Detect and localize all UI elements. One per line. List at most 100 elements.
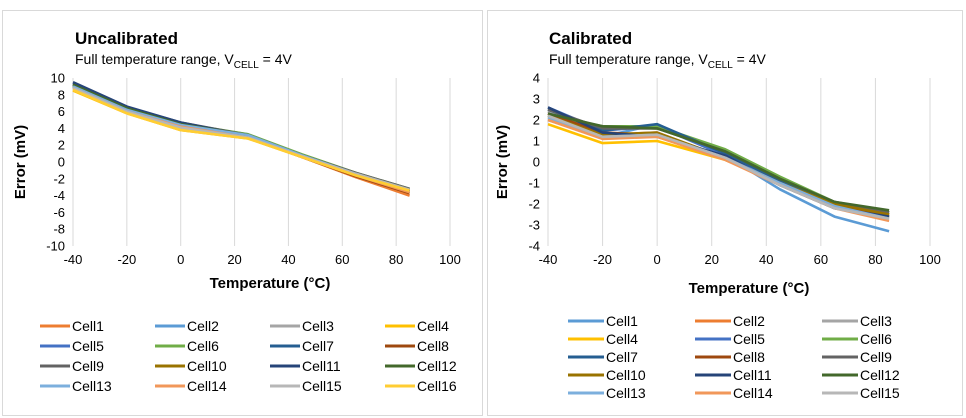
legend-item-cell11: Cell11 (270, 358, 341, 374)
legend-item-cell3: Cell3 (270, 318, 334, 334)
legend-label: Cell14 (187, 378, 227, 394)
chart-subtitle: Full temperature range, VCELL = 4V (549, 51, 767, 71)
legend-label: Cell8 (417, 338, 449, 354)
legend-label: Cell7 (606, 349, 638, 365)
legend-item-cell8: Cell8 (695, 349, 765, 365)
series-line-cell12 (547, 112, 890, 212)
legend-item-cell3: Cell3 (822, 313, 892, 329)
x-tick-label: 40 (759, 252, 773, 267)
legend-item-cell15: Cell15 (822, 385, 900, 401)
y-axis-label: Error (mV) (12, 125, 29, 199)
y-tick-label: -2 (528, 197, 540, 212)
legend-label: Cell15 (302, 378, 342, 394)
subtitle-suffix: = 4V (733, 51, 767, 67)
x-tick-label: 0 (654, 252, 661, 267)
legend-label: Cell11 (302, 358, 341, 374)
legend-label: Cell2 (187, 318, 219, 334)
legend-label: Cell1 (606, 313, 638, 329)
subtitle-suffix: = 4V (259, 51, 293, 67)
y-tick-label: -4 (53, 188, 65, 203)
x-tick-label: 80 (389, 252, 403, 267)
subtitle-prefix: Full temperature range, V (75, 51, 234, 67)
legend-item-cell9: Cell9 (822, 349, 892, 365)
legend-item-cell10: Cell10 (568, 367, 646, 383)
legend-label: Cell12 (417, 358, 457, 374)
legend-label: Cell8 (733, 349, 765, 365)
x-tick-label: 20 (227, 252, 241, 267)
legend-label: Cell1 (72, 318, 104, 334)
legend-item-cell6: Cell6 (155, 338, 219, 354)
legend-item-cell11: Cell11 (695, 367, 772, 383)
legend-label: Cell14 (733, 385, 773, 401)
legend-item-cell13: Cell13 (568, 385, 646, 401)
legend-item-cell6: Cell6 (822, 331, 892, 347)
legend-label: Cell5 (733, 331, 765, 347)
legend-label: Cell13 (72, 378, 112, 394)
subtitle-prefix: Full temperature range, V (549, 51, 708, 67)
legend-item-cell14: Cell14 (155, 378, 227, 394)
legend-item-cell16: Cell16 (385, 378, 457, 394)
y-tick-label: 8 (58, 87, 65, 102)
legend-label: Cell9 (860, 349, 892, 365)
x-tick-label: 20 (704, 252, 718, 267)
legend-label: Cell15 (860, 385, 900, 401)
legend-label: Cell3 (860, 313, 892, 329)
legend-label: Cell4 (417, 318, 449, 334)
x-tick-label: -40 (539, 252, 558, 267)
legend-label: Cell10 (606, 367, 646, 383)
legend-item-cell7: Cell7 (270, 338, 334, 354)
x-tick-label: 100 (919, 252, 941, 267)
y-tick-label: -6 (53, 205, 65, 220)
legend-item-cell15: Cell15 (270, 378, 342, 394)
y-tick-label: -10 (46, 239, 65, 254)
legend-item-cell4: Cell4 (568, 331, 638, 347)
chart-title: Calibrated (549, 29, 632, 48)
x-tick-label: 60 (814, 252, 828, 267)
chart-title: Uncalibrated (75, 29, 178, 48)
legend-label: Cell2 (733, 313, 765, 329)
chart-calibrated: Calibrated Full temperature range, VCELL … (494, 29, 941, 401)
legend-item-cell9: Cell9 (40, 358, 104, 374)
y-tick-label: 10 (51, 71, 65, 86)
legend-item-cell1: Cell1 (568, 313, 638, 329)
y-tick-label: -2 (53, 171, 65, 186)
x-tick-label: -20 (117, 252, 136, 267)
subtitle-subscript: CELL (708, 60, 733, 71)
x-tick-label: 100 (439, 252, 461, 267)
legend-label: Cell6 (187, 338, 219, 354)
legend-item-cell12: Cell12 (822, 367, 900, 383)
x-tick-label: -40 (64, 252, 83, 267)
legend-item-cell14: Cell14 (695, 385, 773, 401)
legend-item-cell5: Cell5 (695, 331, 765, 347)
legend-label: Cell3 (302, 318, 334, 334)
y-tick-label: -8 (53, 222, 65, 237)
legend-label: Cell11 (733, 367, 772, 383)
x-tick-label: 60 (335, 252, 349, 267)
legend-item-cell4: Cell4 (385, 318, 449, 334)
y-tick-label: 4 (58, 121, 65, 136)
y-tick-label: 0 (58, 155, 65, 170)
y-tick-label: -1 (528, 176, 540, 191)
y-tick-label: 1 (533, 134, 540, 149)
x-tick-label: 80 (868, 252, 882, 267)
y-tick-label: 3 (533, 92, 540, 107)
legend-label: Cell13 (606, 385, 646, 401)
legend-item-cell7: Cell7 (568, 349, 638, 365)
series-line-cell16 (72, 88, 410, 192)
y-tick-label: 6 (58, 104, 65, 119)
legend-item-cell1: Cell1 (40, 318, 104, 334)
y-tick-label: 2 (58, 138, 65, 153)
legend-item-cell8: Cell8 (385, 338, 449, 354)
x-axis-label: Temperature (°C) (689, 280, 810, 297)
legend-label: Cell4 (606, 331, 638, 347)
chart-subtitle: Full temperature range, VCELL = 4V (75, 51, 293, 71)
subtitle-subscript: CELL (234, 60, 259, 71)
y-tick-label: -3 (528, 218, 540, 233)
x-tick-label: 40 (281, 252, 295, 267)
legend-item-cell5: Cell5 (40, 338, 104, 354)
y-tick-label: 0 (533, 155, 540, 170)
legend-label: Cell10 (187, 358, 227, 374)
legend-item-cell2: Cell2 (695, 313, 765, 329)
x-axis-label: Temperature (°C) (210, 275, 331, 292)
